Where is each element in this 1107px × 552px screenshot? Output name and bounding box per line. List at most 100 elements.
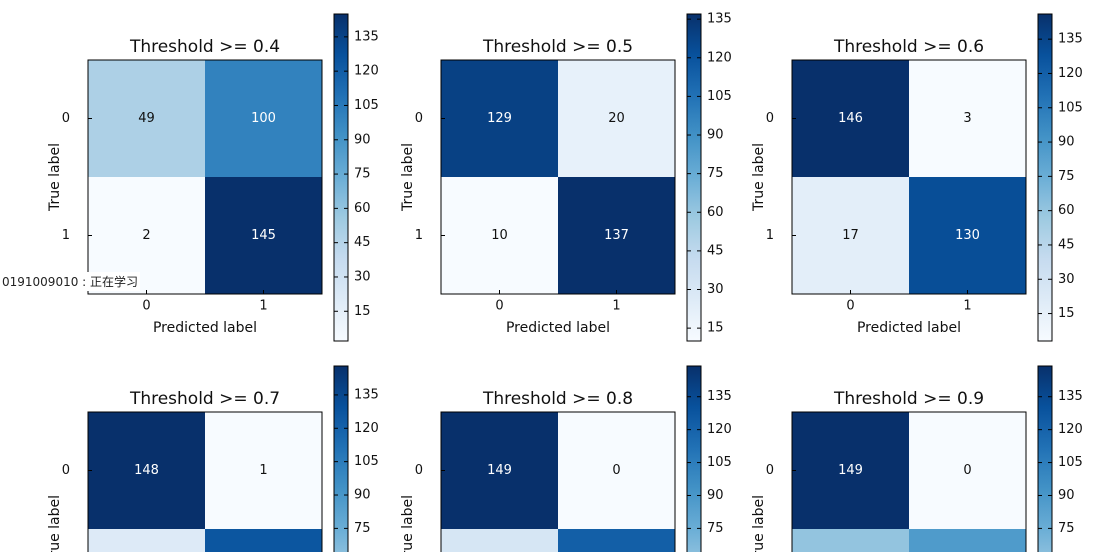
y-axis-label: True label	[400, 143, 416, 212]
colorbar-tick-label: 90	[707, 488, 724, 503]
colorbar-tick-label: 60	[1058, 203, 1075, 218]
colorbar-tick-label: 45	[1058, 237, 1075, 252]
colorbar-tick-label: 75	[707, 166, 724, 181]
cell-label: 20	[608, 111, 625, 126]
colorbar-tick-label: 135	[1058, 32, 1083, 47]
colorbar	[686, 365, 702, 552]
cell-label: 146	[838, 111, 863, 126]
y-axis-label: True label	[751, 143, 767, 212]
colorbar	[1037, 13, 1053, 342]
y-tick-label: 1	[415, 228, 423, 243]
heatmap-cell	[88, 529, 205, 552]
colorbar-tick-label: 135	[354, 387, 379, 402]
colorbar-tick-label: 75	[1058, 169, 1075, 184]
colorbar-tick-label: 105	[354, 98, 379, 113]
y-tick-label: 0	[62, 111, 70, 126]
cell-label: 137	[604, 228, 629, 243]
colorbar-tick-label: 120	[707, 50, 732, 65]
heatmap-cell	[441, 177, 558, 294]
colorbar-tick-label: 75	[707, 521, 724, 536]
colorbar-tick-label: 120	[354, 64, 379, 79]
y-tick-label: 0	[766, 463, 774, 478]
cell-label: 0	[612, 463, 620, 478]
x-tick-label: 1	[259, 299, 267, 314]
x-tick-label: 0	[495, 299, 503, 314]
heatmap-cell	[792, 60, 909, 177]
colorbar-tick-label: 60	[707, 205, 724, 220]
y-tick-label: 0	[62, 463, 70, 478]
heatmap-cell	[205, 412, 322, 529]
x-tick-label: 0	[142, 299, 150, 314]
colorbar-tick-label: 45	[354, 235, 371, 250]
colorbar-tick-label: 135	[707, 12, 732, 27]
heatmap-cell	[88, 412, 205, 529]
colorbar-tick-label: 75	[354, 167, 371, 182]
colorbar-tick-label: 90	[1058, 135, 1075, 150]
x-tick-label: 1	[963, 299, 971, 314]
y-axis-label: True label	[400, 495, 416, 552]
colorbar-tick-label: 105	[1058, 100, 1083, 115]
x-tick-label: 0	[846, 299, 854, 314]
cell-label: 100	[251, 111, 276, 126]
x-tick-label: 1	[612, 299, 620, 314]
plot-frame	[87, 59, 323, 295]
heatmap-cell	[441, 529, 558, 552]
heatmap-cell	[558, 529, 675, 552]
cell-label: 145	[251, 228, 276, 243]
colorbar-tick-label: 90	[707, 128, 724, 143]
colorbar-tick-label: 135	[354, 29, 379, 44]
colorbar-tick-label: 45	[707, 243, 724, 258]
cell-label: 149	[487, 463, 512, 478]
heatmap-cell	[909, 529, 1026, 552]
heatmap-cell	[558, 177, 675, 294]
colorbar-tick-label: 120	[1058, 66, 1083, 81]
cell-label: 149	[838, 463, 863, 478]
y-tick-label: 1	[766, 228, 774, 243]
x-axis-label: Predicted label	[153, 320, 257, 336]
colorbar-tick-label: 60	[354, 201, 371, 216]
heatmap-cell	[909, 60, 1026, 177]
y-tick-label: 0	[415, 111, 423, 126]
colorbar-tick-label: 15	[1058, 306, 1075, 321]
colorbar	[333, 365, 349, 552]
cell-label: 0	[963, 463, 971, 478]
colorbar-tick-label: 105	[707, 455, 732, 470]
plot-frame	[440, 411, 676, 552]
chart-title: Threshold >= 0.6	[833, 37, 984, 57]
plot-frame	[87, 411, 323, 552]
heatmap-cell	[909, 177, 1026, 294]
colorbar-tick-label: 120	[354, 421, 379, 436]
colorbar-tick-label: 120	[707, 422, 732, 437]
heatmap-cell	[205, 529, 322, 552]
colorbar-tick-label: 75	[354, 521, 371, 536]
cell-label: 3	[963, 111, 971, 126]
colorbar-tick-label: 105	[707, 89, 732, 104]
colorbar-tick-label: 135	[1058, 389, 1083, 404]
heatmap-cell	[441, 60, 558, 177]
colorbar-tick-label: 135	[707, 389, 732, 404]
colorbar-tick-label: 120	[1058, 422, 1083, 437]
cell-label: 17	[842, 228, 859, 243]
colorbar-tick-label: 75	[1058, 521, 1075, 536]
cell-label: 148	[134, 463, 159, 478]
x-axis-label: Predicted label	[857, 320, 961, 336]
heatmap-cell	[792, 529, 909, 552]
colorbar	[686, 13, 702, 342]
cell-label: 1	[259, 463, 267, 478]
colorbar-tick-label: 30	[707, 282, 724, 297]
colorbar	[333, 13, 349, 342]
colorbar-tick-label: 105	[1058, 455, 1083, 470]
cell-label: 2	[142, 228, 150, 243]
heatmap-cell	[441, 412, 558, 529]
y-tick-label: 0	[415, 463, 423, 478]
y-tick-label: 1	[62, 228, 70, 243]
chart-title: Threshold >= 0.4	[129, 37, 280, 57]
cell-label: 129	[487, 111, 512, 126]
heatmap-cell	[88, 60, 205, 177]
colorbar-tick-label: 105	[354, 454, 379, 469]
chart-title: Threshold >= 0.7	[129, 389, 280, 409]
y-axis-label: True label	[47, 143, 63, 212]
y-axis-label: True label	[47, 495, 63, 552]
heatmap-cell	[909, 412, 1026, 529]
